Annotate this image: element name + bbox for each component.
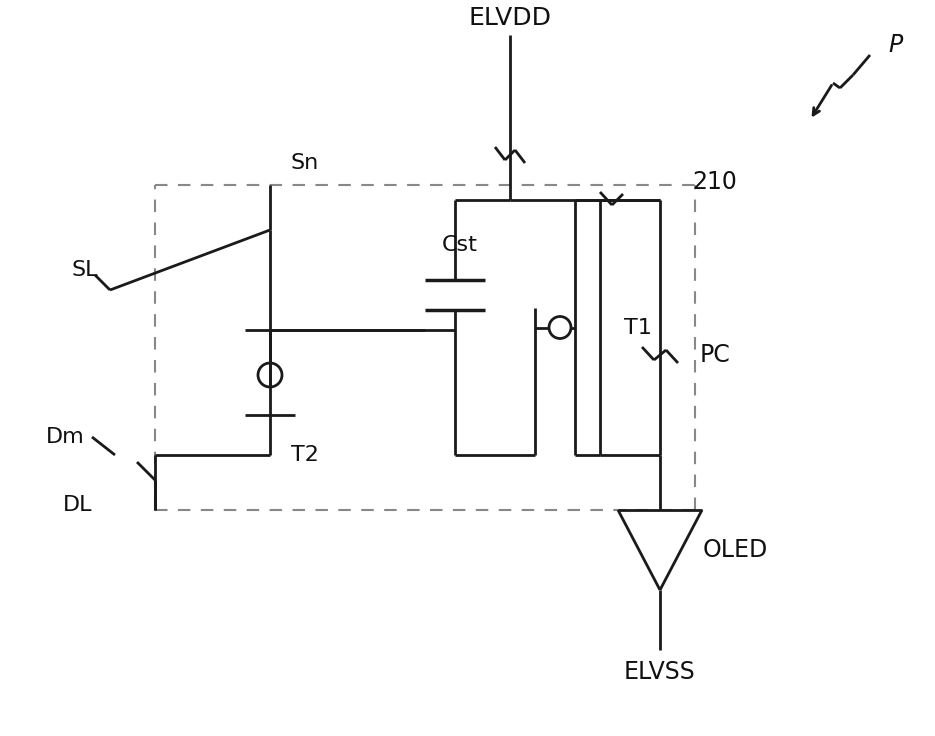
Text: P: P: [888, 33, 902, 57]
Text: T1: T1: [624, 317, 652, 338]
Text: SL: SL: [72, 260, 98, 280]
Text: ELVDD: ELVDD: [468, 6, 552, 30]
Text: ELVSS: ELVSS: [625, 660, 696, 684]
Text: Sn: Sn: [291, 153, 319, 173]
Text: 210: 210: [693, 170, 738, 194]
Text: PC: PC: [699, 343, 730, 367]
Text: DL: DL: [64, 495, 93, 515]
Text: Cst: Cst: [442, 235, 478, 255]
Text: Dm: Dm: [46, 427, 84, 447]
Text: OLED: OLED: [702, 538, 768, 562]
Text: T2: T2: [291, 445, 319, 465]
